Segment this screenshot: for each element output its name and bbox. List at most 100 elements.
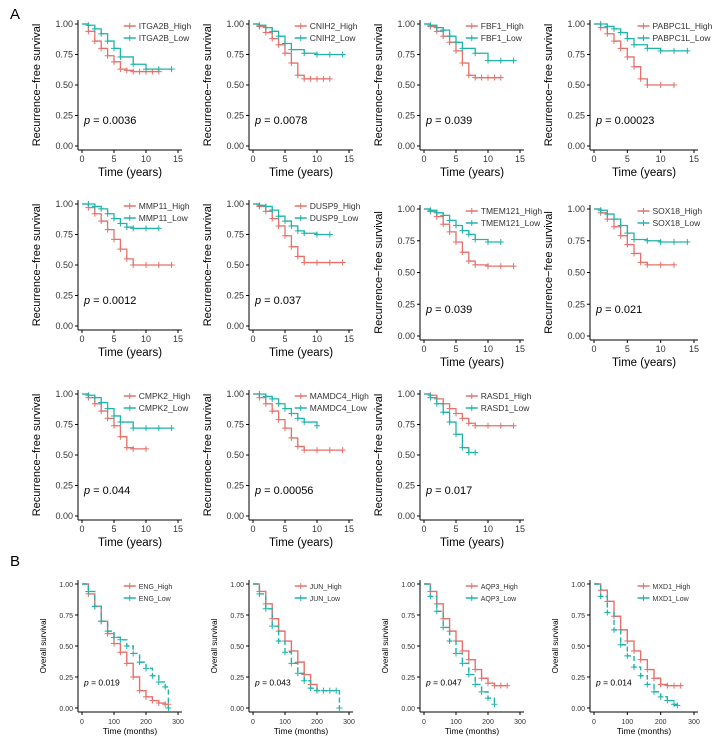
chart-rasd1: 0.00 0.25 0.50 0.75 1.00 0 5 10 15 Time (years) Re… [373, 389, 532, 549]
censor-mark [111, 236, 117, 243]
censor-mark [104, 52, 111, 59]
y-tick-label: 0.50 [55, 450, 73, 460]
series-line-aqp3-low [424, 583, 496, 705]
x-tick-label: 5 [282, 524, 287, 534]
p-value-label: p = 0.019 [83, 678, 120, 688]
censor-mark [453, 650, 459, 657]
censor-mark [168, 425, 175, 432]
censor-mark [301, 671, 308, 678]
x-tick-label: 5 [453, 524, 458, 534]
censor-mark [123, 660, 130, 667]
censor-mark [677, 682, 684, 689]
y-tick-label: 0.50 [55, 260, 73, 270]
censor-mark [604, 30, 611, 37]
censor-mark [604, 216, 611, 223]
x-tick-label: 300 [172, 719, 184, 726]
censor-mark [604, 23, 611, 30]
censor-mark [91, 400, 98, 407]
censor-mark [597, 207, 604, 214]
censor-mark [314, 447, 320, 454]
x-tick-label: 10 [483, 344, 493, 354]
y-tick-label: 1.00 [397, 204, 415, 214]
y-tick-label: 0.75 [55, 420, 73, 430]
censor-mark [604, 609, 611, 616]
panel-label-b: B [10, 553, 21, 570]
censor-mark [123, 67, 130, 74]
x-tick-label: 100 [450, 719, 462, 726]
censor-mark [657, 693, 664, 700]
censor-mark [440, 221, 447, 228]
censor-mark [433, 608, 440, 615]
y-tick-label: 0.50 [397, 268, 415, 278]
censor-mark [275, 416, 282, 423]
y-tick-label: 0.75 [571, 613, 585, 620]
censor-mark [262, 24, 269, 31]
y-tick-label: 1.00 [226, 19, 244, 29]
legend-label: MMP11_High [139, 201, 190, 211]
y-axis-title: Recurrence−free survival [31, 394, 43, 517]
legend-label: SOX18_Low [653, 218, 702, 228]
censor-mark [644, 237, 651, 244]
censor-mark [294, 72, 301, 79]
censor-mark [104, 38, 111, 45]
x-tick-label: 15 [173, 334, 183, 344]
censor-mark [631, 250, 637, 257]
censor-mark [440, 27, 447, 34]
censor-mark [624, 638, 631, 645]
chart-mamdc4: 0.00 0.25 0.50 0.75 1.00 0 5 10 15 Time (years) Re… [202, 389, 369, 549]
censor-mark [472, 422, 479, 429]
y-tick-label: 1.00 [59, 582, 73, 589]
censor-mark [433, 24, 440, 31]
x-tick-label: 5 [111, 524, 116, 534]
chart-cnih2: 0.00 0.25 0.50 0.75 1.00 0 5 10 15 Time (years) Re… [202, 19, 358, 179]
x-tick-label: 0 [421, 524, 426, 534]
x-axis-title: Time (years) [98, 167, 162, 179]
censor-mark [111, 58, 117, 65]
y-tick-label: 0.50 [59, 644, 73, 651]
censor-mark [314, 687, 320, 694]
x-tick-label: 0 [251, 719, 255, 726]
p-value-label: p = 0.037 [254, 295, 301, 307]
x-tick-label: 5 [282, 154, 287, 164]
x-tick-label: 15 [515, 524, 525, 534]
p-value-label: p = 0.0012 [83, 295, 136, 307]
y-tick-label: 0.25 [401, 675, 415, 682]
censor-mark [491, 701, 498, 708]
censor-mark [465, 420, 472, 427]
y-tick-label: 0.25 [55, 291, 73, 301]
y-tick-label: 0.50 [230, 644, 244, 651]
censor-mark [617, 45, 624, 52]
censor-mark [671, 682, 677, 689]
censor-mark [301, 259, 308, 266]
censor-mark [427, 394, 434, 401]
x-tick-label: 10 [141, 524, 151, 534]
censor-mark [117, 53, 124, 60]
y-tick-label: 0.00 [571, 706, 585, 713]
censor-mark [446, 39, 453, 46]
y-axis-title: Recurrence−free survival [373, 24, 385, 147]
censor-mark [282, 232, 288, 239]
legend-label: RASD1_High [481, 391, 532, 401]
chart-itga2b: 0.00 0.25 0.50 0.75 1.00 0 5 10 15 Time (years) Re… [31, 19, 191, 179]
censor-mark [123, 444, 130, 451]
x-tick-label: 15 [344, 154, 354, 164]
censor-mark [664, 697, 671, 704]
censor-mark [465, 72, 472, 79]
censor-mark [631, 41, 637, 48]
y-tick-label: 0.25 [397, 299, 415, 309]
censor-mark [143, 425, 149, 432]
censor-mark [427, 22, 434, 29]
censor-mark [98, 408, 105, 415]
series-line-jun-high [253, 583, 318, 691]
censor-mark [510, 263, 517, 270]
censor-mark [644, 666, 651, 673]
y-tick-label: 1.00 [230, 582, 244, 589]
y-tick-label: 0.00 [226, 511, 244, 521]
legend-label: ITGA2B_High [139, 21, 192, 31]
x-tick-label: 0 [79, 154, 84, 164]
censor-mark [478, 675, 485, 682]
censor-mark [155, 66, 162, 73]
chart-dusp9: 0.00 0.25 0.50 0.75 1.00 0 5 10 15 Time (years) Re… [202, 199, 361, 359]
y-tick-label: 0.00 [55, 511, 73, 521]
